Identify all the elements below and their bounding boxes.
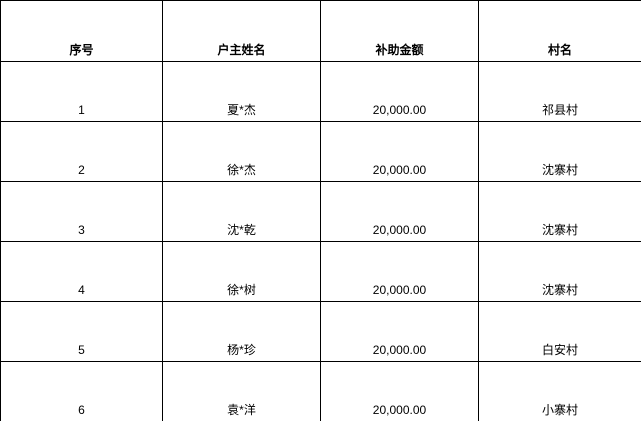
- header-cell-serial-number: 序号: [0, 0, 163, 62]
- cell-serial-number: 5: [0, 301, 163, 362]
- table-row: 5 杨*珍 20,000.00 白安村: [0, 301, 641, 362]
- cell-subsidy-amount: 20,000.00: [320, 121, 479, 182]
- table-row: 1 夏*杰 20,000.00 祁县村: [0, 61, 641, 122]
- cell-village-name: 祁县村: [478, 61, 641, 122]
- table-header-row: 序号 户主姓名 补助金额 村名: [0, 0, 641, 62]
- table-row: 3 沈*乾 20,000.00 沈寨村: [0, 181, 641, 242]
- cell-village-name: 白安村: [478, 301, 641, 362]
- cell-serial-number: 3: [0, 181, 163, 242]
- header-cell-village-name: 村名: [478, 0, 641, 62]
- table-row: 6 袁*洋 20,000.00 小寨村: [0, 361, 641, 421]
- cell-subsidy-amount: 20,000.00: [320, 361, 479, 421]
- cell-householder-name: 夏*杰: [162, 61, 321, 122]
- cell-householder-name: 袁*洋: [162, 361, 321, 421]
- cell-serial-number: 2: [0, 121, 163, 182]
- cell-householder-name: 徐*树: [162, 241, 321, 302]
- header-cell-subsidy-amount: 补助金额: [320, 0, 479, 62]
- cell-subsidy-amount: 20,000.00: [320, 61, 479, 122]
- cell-householder-name: 徐*杰: [162, 121, 321, 182]
- cell-village-name: 小寨村: [478, 361, 641, 421]
- cell-village-name: 沈寨村: [478, 181, 641, 242]
- table-row: 4 徐*树 20,000.00 沈寨村: [0, 241, 641, 302]
- table-row: 2 徐*杰 20,000.00 沈寨村: [0, 121, 641, 182]
- cell-village-name: 沈寨村: [478, 121, 641, 182]
- cell-serial-number: 6: [0, 361, 163, 421]
- cell-subsidy-amount: 20,000.00: [320, 241, 479, 302]
- cell-serial-number: 1: [0, 61, 163, 122]
- cell-serial-number: 4: [0, 241, 163, 302]
- cell-householder-name: 沈*乾: [162, 181, 321, 242]
- cell-village-name: 沈寨村: [478, 241, 641, 302]
- cell-householder-name: 杨*珍: [162, 301, 321, 362]
- cell-subsidy-amount: 20,000.00: [320, 301, 479, 362]
- header-cell-householder-name: 户主姓名: [162, 0, 321, 62]
- cell-subsidy-amount: 20,000.00: [320, 181, 479, 242]
